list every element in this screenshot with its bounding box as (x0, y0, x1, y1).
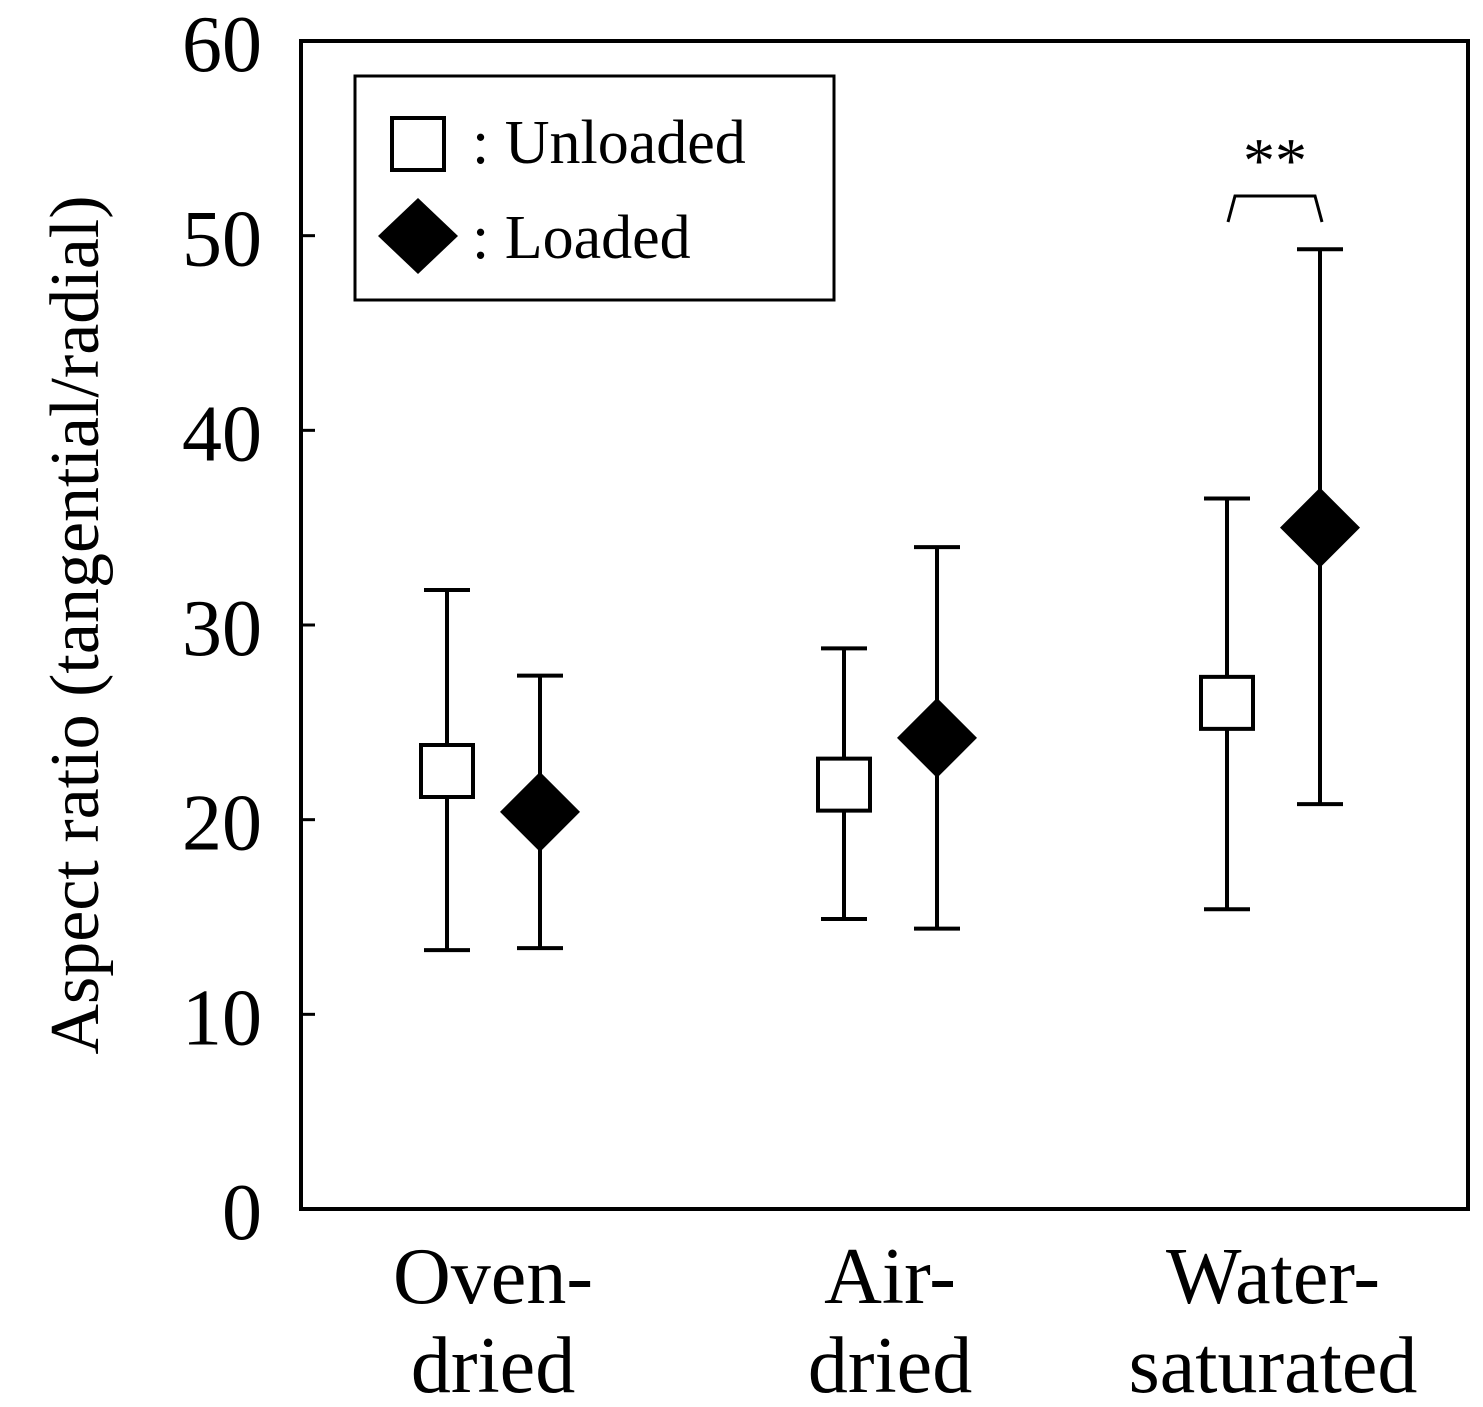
x-category-label-line1: Oven- (393, 1233, 593, 1321)
legend-loaded-marker (378, 198, 458, 274)
point-loaded-diamond (897, 697, 977, 778)
y-tick-label: 50 (182, 196, 262, 284)
point-unloaded-square (816, 756, 872, 813)
x-category-label-line2: dried (411, 1322, 575, 1407)
y-tick-label: 60 (182, 1, 262, 89)
x-category-label-line2: saturated (1129, 1322, 1418, 1407)
y-tick-label: 10 (182, 974, 262, 1062)
legend-unloaded-label: : Unloaded (472, 109, 746, 177)
point-unloaded-square (419, 743, 475, 799)
legend-loaded-label: : Loaded (472, 204, 691, 272)
y-tick-label: 0 (222, 1169, 262, 1257)
y-axis-title: Aspect ratio (tangential/radial) (37, 195, 114, 1054)
y-tick-label: 20 (182, 780, 262, 868)
point-unloaded-square (1199, 674, 1255, 731)
significance-label: ** (1243, 125, 1307, 196)
point-loaded-diamond (1280, 487, 1360, 568)
data-marks (419, 247, 1360, 953)
point-loaded-diamond (500, 771, 580, 852)
y-tick-label: 40 (182, 390, 262, 478)
y-tick-label: 30 (182, 585, 262, 673)
x-category-label-line1: Water- (1166, 1233, 1380, 1321)
legend: : Unloaded : Loaded (353, 74, 836, 302)
x-category-label-line2: dried (808, 1322, 972, 1407)
y-axis-ticks: 0 10 20 30 40 50 60 (182, 1, 315, 1257)
legend-unloaded-marker (390, 116, 446, 172)
significance-annotation: ** (1226, 125, 1324, 223)
significance-bracket (1226, 194, 1324, 223)
x-category-label-line1: Air- (824, 1233, 956, 1321)
legend-box (353, 74, 836, 302)
